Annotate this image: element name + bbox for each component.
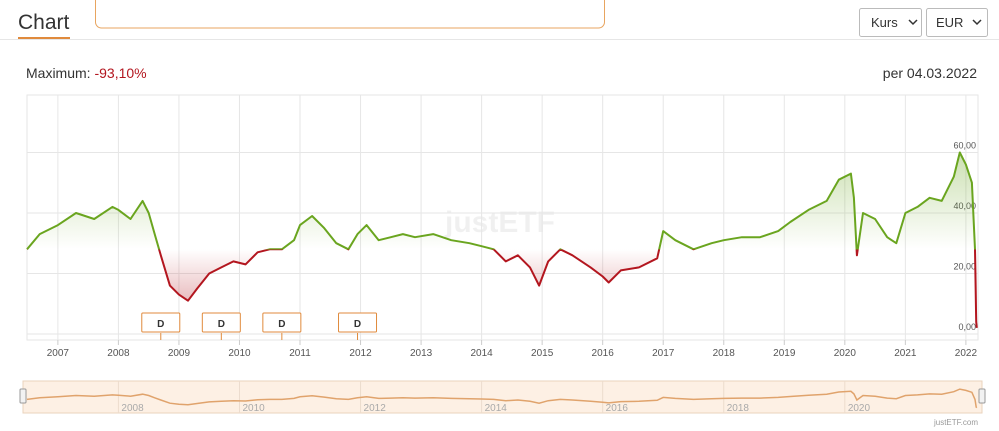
navigator-line (26, 388, 978, 409)
select-arrow (908, 19, 918, 26)
navigator-handle[interactable] (19, 388, 27, 404)
x-tick-label: 2016 (592, 348, 615, 359)
select-text: EUR (936, 15, 963, 30)
select-text: Kurs (871, 15, 898, 30)
dividend-marker (262, 312, 302, 333)
dividend-marker (338, 312, 378, 333)
max-label: Maximum: -93,10% (26, 65, 147, 81)
navigator-tick-label: 2016 (606, 403, 629, 414)
x-tick-label: 2013 (410, 348, 433, 359)
x-tick-label: 2010 (228, 348, 251, 359)
x-tick-label: 2020 (834, 348, 857, 359)
navigator-tick-label: 2018 (727, 403, 750, 414)
plot-frame (26, 94, 979, 341)
marker-label: D (278, 319, 285, 330)
marker-label: D (218, 319, 225, 330)
area-fill (27, 152, 977, 328)
select-arrow (972, 19, 982, 26)
price-select[interactable] (859, 8, 922, 37)
watermark: justETF (444, 206, 555, 239)
x-tick-label: 2007 (47, 348, 70, 359)
x-tick-label: 2022 (955, 348, 978, 359)
navigator-tick-label: 2008 (121, 403, 144, 414)
navigator-tick-label: 2010 (242, 403, 265, 414)
navigator-bg (22, 380, 983, 414)
marker-label: D (157, 319, 164, 330)
max-label-text: Maximum: (26, 65, 91, 81)
x-tick-label: 2009 (168, 348, 191, 359)
credit: justETF.com (933, 418, 978, 427)
max-value: -93,10% (94, 65, 146, 81)
y-tick-label: 0,00 (958, 322, 976, 332)
y-tick-label: 60,00 (953, 140, 976, 150)
y-tick-label: 20,00 (953, 261, 976, 271)
x-tick-label: 2019 (773, 348, 796, 359)
price-line (26, 151, 978, 328)
x-tick-label: 2017 (652, 348, 675, 359)
navigator-handle[interactable] (978, 388, 986, 404)
navigator-tick-label: 2014 (485, 403, 508, 414)
search-input[interactable] (95, 0, 605, 29)
title-underline (18, 37, 70, 40)
x-tick-label: 2018 (713, 348, 736, 359)
marker-label: D (354, 319, 361, 330)
x-tick-label: 2011 (289, 348, 311, 359)
dividend-marker (141, 312, 181, 333)
dividend-marker (201, 312, 241, 333)
x-tick-label: 2015 (531, 348, 554, 359)
currency-select[interactable] (926, 8, 988, 37)
x-tick-label: 2008 (107, 348, 130, 359)
date-label: per 04.03.2022 (883, 65, 977, 81)
x-tick-label: 2012 (349, 348, 372, 359)
page-title: Chart (18, 11, 70, 34)
navigator-tick-label: 2012 (364, 403, 387, 414)
navigator-tick-label: 2020 (848, 403, 871, 414)
x-tick-label: 2014 (470, 348, 493, 359)
x-tick-label: 2021 (894, 348, 917, 359)
